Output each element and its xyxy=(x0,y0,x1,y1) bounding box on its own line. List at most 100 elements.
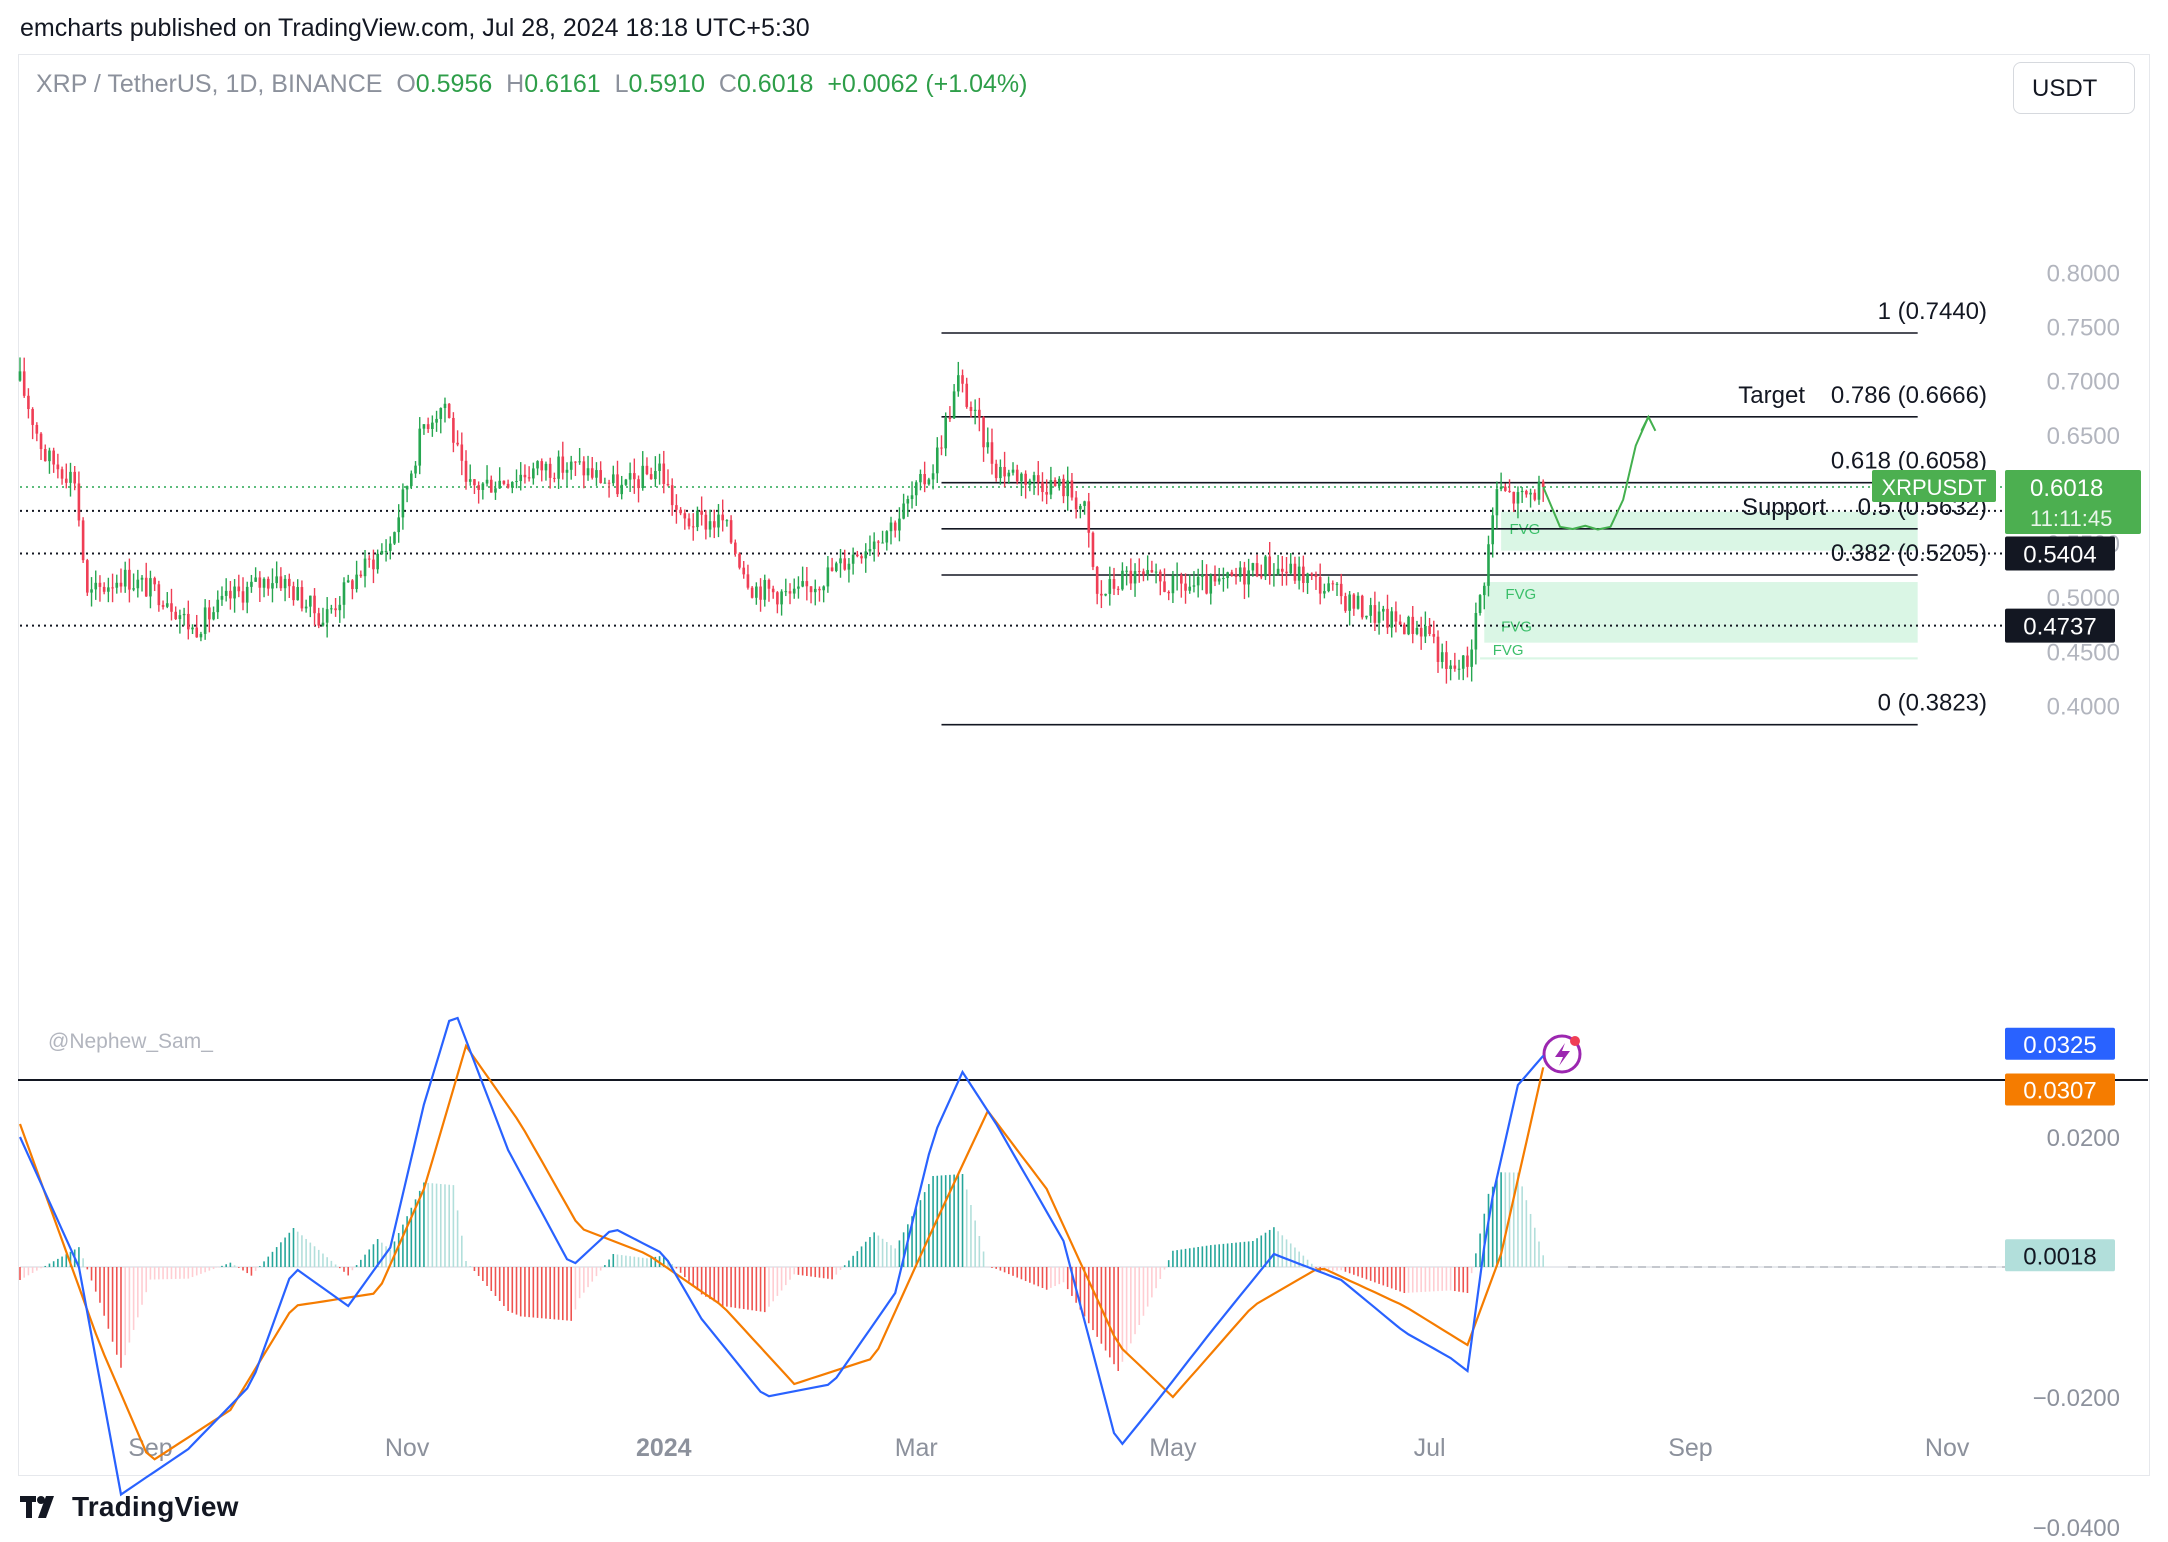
candle-body xyxy=(1137,571,1141,573)
candle xyxy=(700,496,703,526)
open-label: O xyxy=(396,70,416,98)
candle-body xyxy=(1217,578,1221,582)
symbol-label[interactable]: XRP / TetherUS, 1D, BINANCE xyxy=(36,70,383,98)
currency-button[interactable]: USDT xyxy=(2013,62,2135,114)
candle-body xyxy=(1045,492,1048,495)
candle xyxy=(670,478,674,516)
candle-body xyxy=(1407,616,1410,635)
candle xyxy=(595,462,598,486)
candle-body xyxy=(1495,489,1499,516)
candle xyxy=(1482,582,1486,610)
candle xyxy=(199,631,203,642)
candle-body xyxy=(1087,501,1091,533)
candle xyxy=(1381,605,1385,621)
candle-body xyxy=(367,558,371,560)
candle xyxy=(346,574,350,583)
candle xyxy=(986,427,990,454)
candle xyxy=(712,509,716,539)
candle-body xyxy=(624,479,628,485)
candle-body xyxy=(1533,492,1537,500)
candle xyxy=(548,457,552,489)
candle-body xyxy=(165,603,169,607)
candle xyxy=(1121,562,1124,591)
candle xyxy=(1428,617,1431,637)
candle xyxy=(107,577,110,603)
candle xyxy=(1036,461,1040,496)
candle xyxy=(1028,478,1032,492)
candle xyxy=(898,507,901,542)
candle-body xyxy=(342,582,346,605)
candle xyxy=(300,580,304,612)
high-value: 0.6161 xyxy=(524,70,601,98)
candle xyxy=(1041,472,1044,502)
candle-body xyxy=(39,433,43,450)
candle-body xyxy=(1369,605,1372,616)
candle xyxy=(153,576,156,592)
candle-body xyxy=(300,587,304,609)
candle xyxy=(473,478,476,494)
candle-body xyxy=(81,520,85,561)
candle-body xyxy=(889,522,893,532)
candle xyxy=(586,455,590,481)
candle xyxy=(1508,479,1511,493)
candle xyxy=(544,461,548,481)
candle xyxy=(435,410,438,432)
candle-body xyxy=(1331,583,1335,585)
candle-body xyxy=(957,375,960,392)
candle-body xyxy=(1129,570,1133,584)
candle-body xyxy=(18,371,22,381)
candle-body xyxy=(1520,490,1524,493)
candle-body xyxy=(961,375,964,384)
candle xyxy=(818,586,821,602)
candle xyxy=(927,477,931,486)
candle-body xyxy=(557,456,560,479)
candle xyxy=(1352,593,1356,616)
candle xyxy=(241,577,245,611)
candle-body xyxy=(881,542,884,544)
candle-body xyxy=(717,514,720,528)
candle-body xyxy=(1415,627,1419,634)
candle xyxy=(397,504,400,543)
candle-body xyxy=(851,554,855,564)
candle-body xyxy=(1255,563,1259,577)
candle xyxy=(776,591,779,614)
candle-body xyxy=(220,595,224,600)
candle-body xyxy=(649,474,653,480)
candle-body xyxy=(35,424,39,434)
candle xyxy=(178,609,182,634)
candle xyxy=(889,516,893,545)
candle xyxy=(1163,568,1166,593)
candle xyxy=(1453,652,1457,672)
candle-body xyxy=(1264,556,1267,577)
candle-body xyxy=(279,576,283,589)
candle-body xyxy=(590,468,594,478)
candle xyxy=(1070,473,1074,501)
candle xyxy=(1116,586,1120,596)
candle-body xyxy=(540,461,544,471)
candle xyxy=(1365,615,1368,620)
candle xyxy=(388,536,392,560)
candle xyxy=(1466,646,1469,678)
candle-body xyxy=(1453,665,1457,669)
tradingview-logo[interactable]: TradingView xyxy=(20,1490,239,1524)
candle-body xyxy=(149,578,152,597)
candle-body xyxy=(1171,575,1175,594)
candle xyxy=(813,579,817,606)
candle-body xyxy=(174,611,177,620)
macd-value-tag xyxy=(2005,1027,2115,1060)
candle xyxy=(1318,563,1322,605)
candle-body xyxy=(1062,478,1065,497)
candle-body xyxy=(1213,575,1217,582)
candle xyxy=(86,558,89,596)
candle xyxy=(914,480,918,506)
candle-body xyxy=(1011,469,1015,473)
candle-body xyxy=(1049,480,1053,495)
candle-body xyxy=(872,541,876,550)
candle xyxy=(123,561,127,593)
candle xyxy=(1057,476,1061,491)
candle-body xyxy=(296,587,300,601)
fibonacci-retracement: 1 (0.7440)0.786 (0.6666)0.618 (0.6058)0.… xyxy=(941,298,1987,726)
candle-body xyxy=(969,406,973,411)
price-tick-label: 0.8000 xyxy=(2047,260,2120,287)
